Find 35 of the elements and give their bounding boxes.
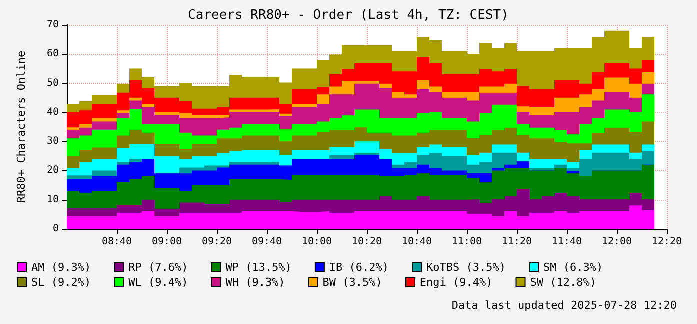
y-tick-label: 0 <box>52 224 59 234</box>
y-tick-label: 70 <box>46 20 59 30</box>
x-tick-label: 10:40 <box>402 236 432 248</box>
legend-label: AM (9.3%) <box>32 261 92 274</box>
legend-label: BW (3.5%) <box>322 276 382 289</box>
legend-label: WL (9.4%) <box>128 276 188 289</box>
x-tick-label: 09:40 <box>252 236 282 248</box>
chart-title: Careers RR80+ - Order (Last 4h, TZ: CEST) <box>188 8 509 23</box>
legend-label: RP (7.6%) <box>128 261 188 274</box>
y-tick-label: 60 <box>46 48 59 60</box>
y-tick-label: 50 <box>46 78 59 89</box>
x-tick-label: 09:00 <box>152 236 182 248</box>
legend-label: SL (9.2%) <box>32 276 92 289</box>
x-tick-label: 11:40 <box>552 236 582 248</box>
y-tick-label: 30 <box>46 136 59 148</box>
legend-label: KoTBS (3.5%) <box>426 261 506 274</box>
x-tick-label: 12:00 <box>602 236 632 248</box>
legend-label: Engi (9.4%) <box>420 276 493 289</box>
y-tick-label: 20 <box>46 165 59 176</box>
x-tick-label: 11:20 <box>502 236 532 248</box>
x-tick-label: 12:20 <box>652 236 682 248</box>
x-tick-label: 10:00 <box>302 236 332 248</box>
x-tick-label: 10:20 <box>352 236 382 248</box>
x-tick-label: 08:40 <box>102 236 132 248</box>
legend-label: SM (6.3%) <box>544 261 604 274</box>
legend-label: WH (9.3%) <box>226 276 286 289</box>
legend-label: WP (13.5%) <box>226 261 292 274</box>
y-axis-title: RR80+ Characters Online <box>15 50 28 204</box>
y-tick-label: 10 <box>46 194 59 206</box>
text: Data last updated 2025-07-28 12:20 <box>452 299 678 312</box>
legend-label: SW (12.8%) <box>530 276 596 289</box>
legend-label: IB (6.2%) <box>329 261 390 274</box>
y-tick-label: 40 <box>46 106 59 118</box>
x-tick-label: 11:00 <box>452 236 482 248</box>
x-tick-label: 09:20 <box>202 236 232 248</box>
